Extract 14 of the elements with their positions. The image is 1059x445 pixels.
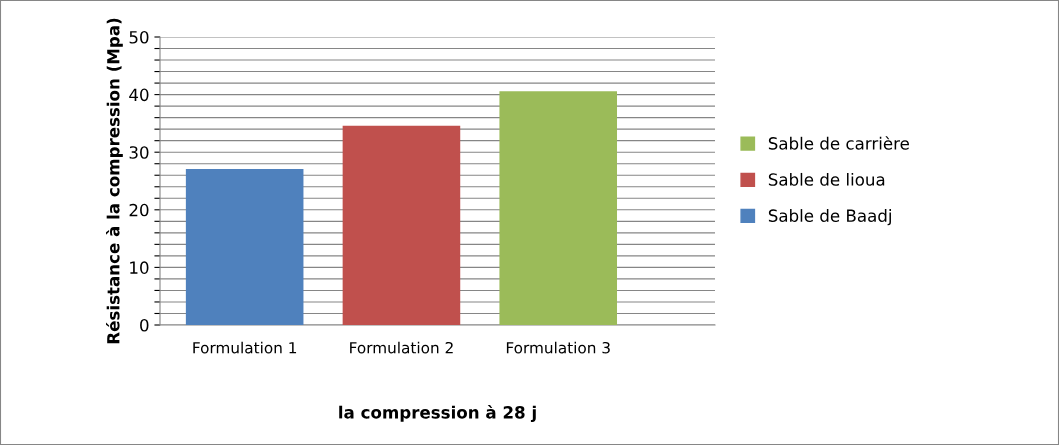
x-tick-label: Formulation 3 <box>506 341 610 354</box>
legend-label: Sable de carrière <box>768 136 909 150</box>
y-tick-label: 50 <box>129 30 149 44</box>
x-axis-title: la compression à 28 j <box>339 405 536 422</box>
y-tick-label: 40 <box>129 88 149 102</box>
x-tick-label: Formulation 1 <box>193 341 297 354</box>
y-tick-label: 0 <box>140 318 149 332</box>
legend-label: Sable de lioua <box>768 172 885 186</box>
x-tick-label: Formulation 2 <box>350 341 453 354</box>
y-axis-title: Résistance à la compression (Mpa) <box>106 18 123 344</box>
y-tick-label: 20 <box>129 203 149 217</box>
legend-label: Sable de Baadj <box>768 209 891 226</box>
y-tick-label: 30 <box>129 146 149 159</box>
y-tick-label: 10 <box>130 261 149 274</box>
